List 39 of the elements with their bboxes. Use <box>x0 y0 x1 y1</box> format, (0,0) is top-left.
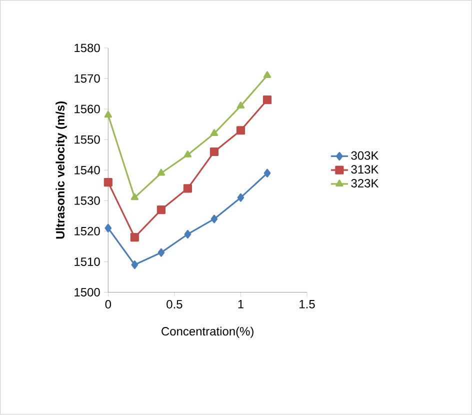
point <box>262 96 272 104</box>
point <box>263 71 272 78</box>
point <box>184 230 192 239</box>
x-tick-label: 0.5 <box>166 300 182 309</box>
point <box>236 126 246 135</box>
x-axis-title: Concentration(%) <box>162 326 254 338</box>
y-tick-label: 1560 <box>74 104 100 114</box>
y-tick-label: 1570 <box>74 74 100 83</box>
point <box>237 193 244 202</box>
point <box>104 111 112 118</box>
y-tick-label: 1500 <box>74 288 100 297</box>
y-tick-label: 1550 <box>74 136 100 144</box>
legend-label: 303K <box>351 151 379 160</box>
y-tick-label: 1580 <box>74 44 100 52</box>
point <box>130 233 139 242</box>
point <box>236 102 245 109</box>
point <box>157 169 166 176</box>
y-tick-label: 1530 <box>74 196 100 206</box>
legend-label: 313K <box>351 165 379 174</box>
point <box>156 206 166 214</box>
point <box>130 193 138 200</box>
point <box>131 260 138 270</box>
point <box>184 150 192 158</box>
point <box>183 184 192 193</box>
point <box>104 224 112 233</box>
point <box>210 148 219 156</box>
x-tick-label: 1 <box>238 300 244 308</box>
y-tick-label: 1510 <box>74 258 100 266</box>
legend-label: 323K <box>351 179 379 188</box>
x-tick-label: 1.5 <box>300 300 315 309</box>
y-tick-label: 1520 <box>74 227 100 236</box>
y-tick-label: 1540 <box>74 166 100 175</box>
point <box>104 178 112 187</box>
point <box>264 169 271 178</box>
point <box>210 129 218 136</box>
point <box>210 214 218 224</box>
x-tick-label: 0 <box>105 300 112 309</box>
y-axis-title: Ultrasonic velocity (m/s) <box>56 102 67 239</box>
point <box>158 248 165 258</box>
